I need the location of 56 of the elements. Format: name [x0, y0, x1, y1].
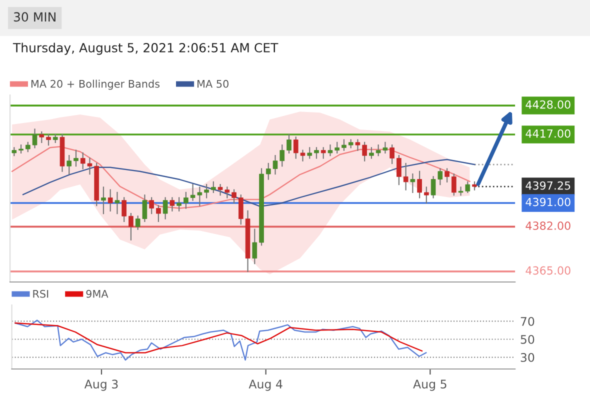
- candlestick: [39, 131, 44, 143]
- candlestick: [252, 228, 258, 264]
- candlestick: [74, 150, 78, 167]
- candlestick: [101, 186, 106, 214]
- candlestick: [232, 189, 236, 204]
- ref-line-label: 4382.00: [526, 222, 570, 230]
- candlestick: [417, 170, 422, 198]
- x-tick-label: Aug 4: [248, 380, 282, 391]
- candlestick: [162, 197, 168, 220]
- line-series: [14, 320, 427, 361]
- candlestick: [66, 155, 72, 175]
- candlestick: [114, 192, 120, 214]
- candlestick: [156, 205, 161, 222]
- candlestick: [444, 168, 450, 182]
- candlestick: [149, 197, 154, 214]
- candlestick: [286, 134, 292, 154]
- candlestick: [108, 189, 113, 212]
- candlestick: [307, 147, 312, 159]
- ref-line-label: 4417.00: [526, 129, 570, 138]
- candlestick: [314, 147, 319, 159]
- candlestick: [211, 181, 216, 194]
- ref-line-label: 4365.00: [526, 266, 570, 275]
- candlestick: [320, 147, 326, 159]
- candlestick: [390, 144, 394, 164]
- line-series: [14, 322, 423, 354]
- candlestick: [170, 197, 175, 212]
- legend-label: 9MA: [86, 290, 108, 298]
- chart-title: 30 MIN: [14, 12, 56, 22]
- candlestick: [204, 184, 209, 198]
- legend-label: MA 50: [198, 80, 228, 88]
- candlestick: [176, 197, 182, 212]
- candlestick: [452, 173, 456, 196]
- candlestick: [184, 192, 188, 209]
- candlestick: [122, 197, 126, 222]
- legend-label: RSI: [33, 290, 48, 298]
- candlestick: [355, 139, 360, 151]
- y-tick-label: 50: [520, 334, 534, 344]
- ref-line-label: 4397.25: [526, 181, 570, 190]
- legend-label: MA 20 + Bollinger Bands: [31, 80, 160, 90]
- candlestick: [342, 139, 346, 151]
- candlestick: [238, 194, 244, 225]
- candlestick: [403, 162, 408, 190]
- x-tick-label: Aug 3: [84, 380, 118, 391]
- candlestick: [362, 142, 367, 162]
- chart-subtitle: Thursday, August 5, 2021 2:06:51 AM CET: [12, 42, 278, 55]
- candlestick: [369, 147, 374, 159]
- candlestick: [46, 134, 51, 146]
- y-tick-label: 30: [520, 353, 534, 362]
- candlestick: [424, 186, 429, 204]
- candlestick: [410, 173, 416, 194]
- x-tick-label: Aug 5: [413, 380, 446, 391]
- candlestick: [128, 212, 134, 240]
- ref-line-label: 4428.00: [526, 100, 570, 109]
- ref-line-label: 4391.00: [526, 198, 570, 206]
- y-tick-label: 70: [520, 316, 534, 326]
- candlestick: [396, 155, 402, 186]
